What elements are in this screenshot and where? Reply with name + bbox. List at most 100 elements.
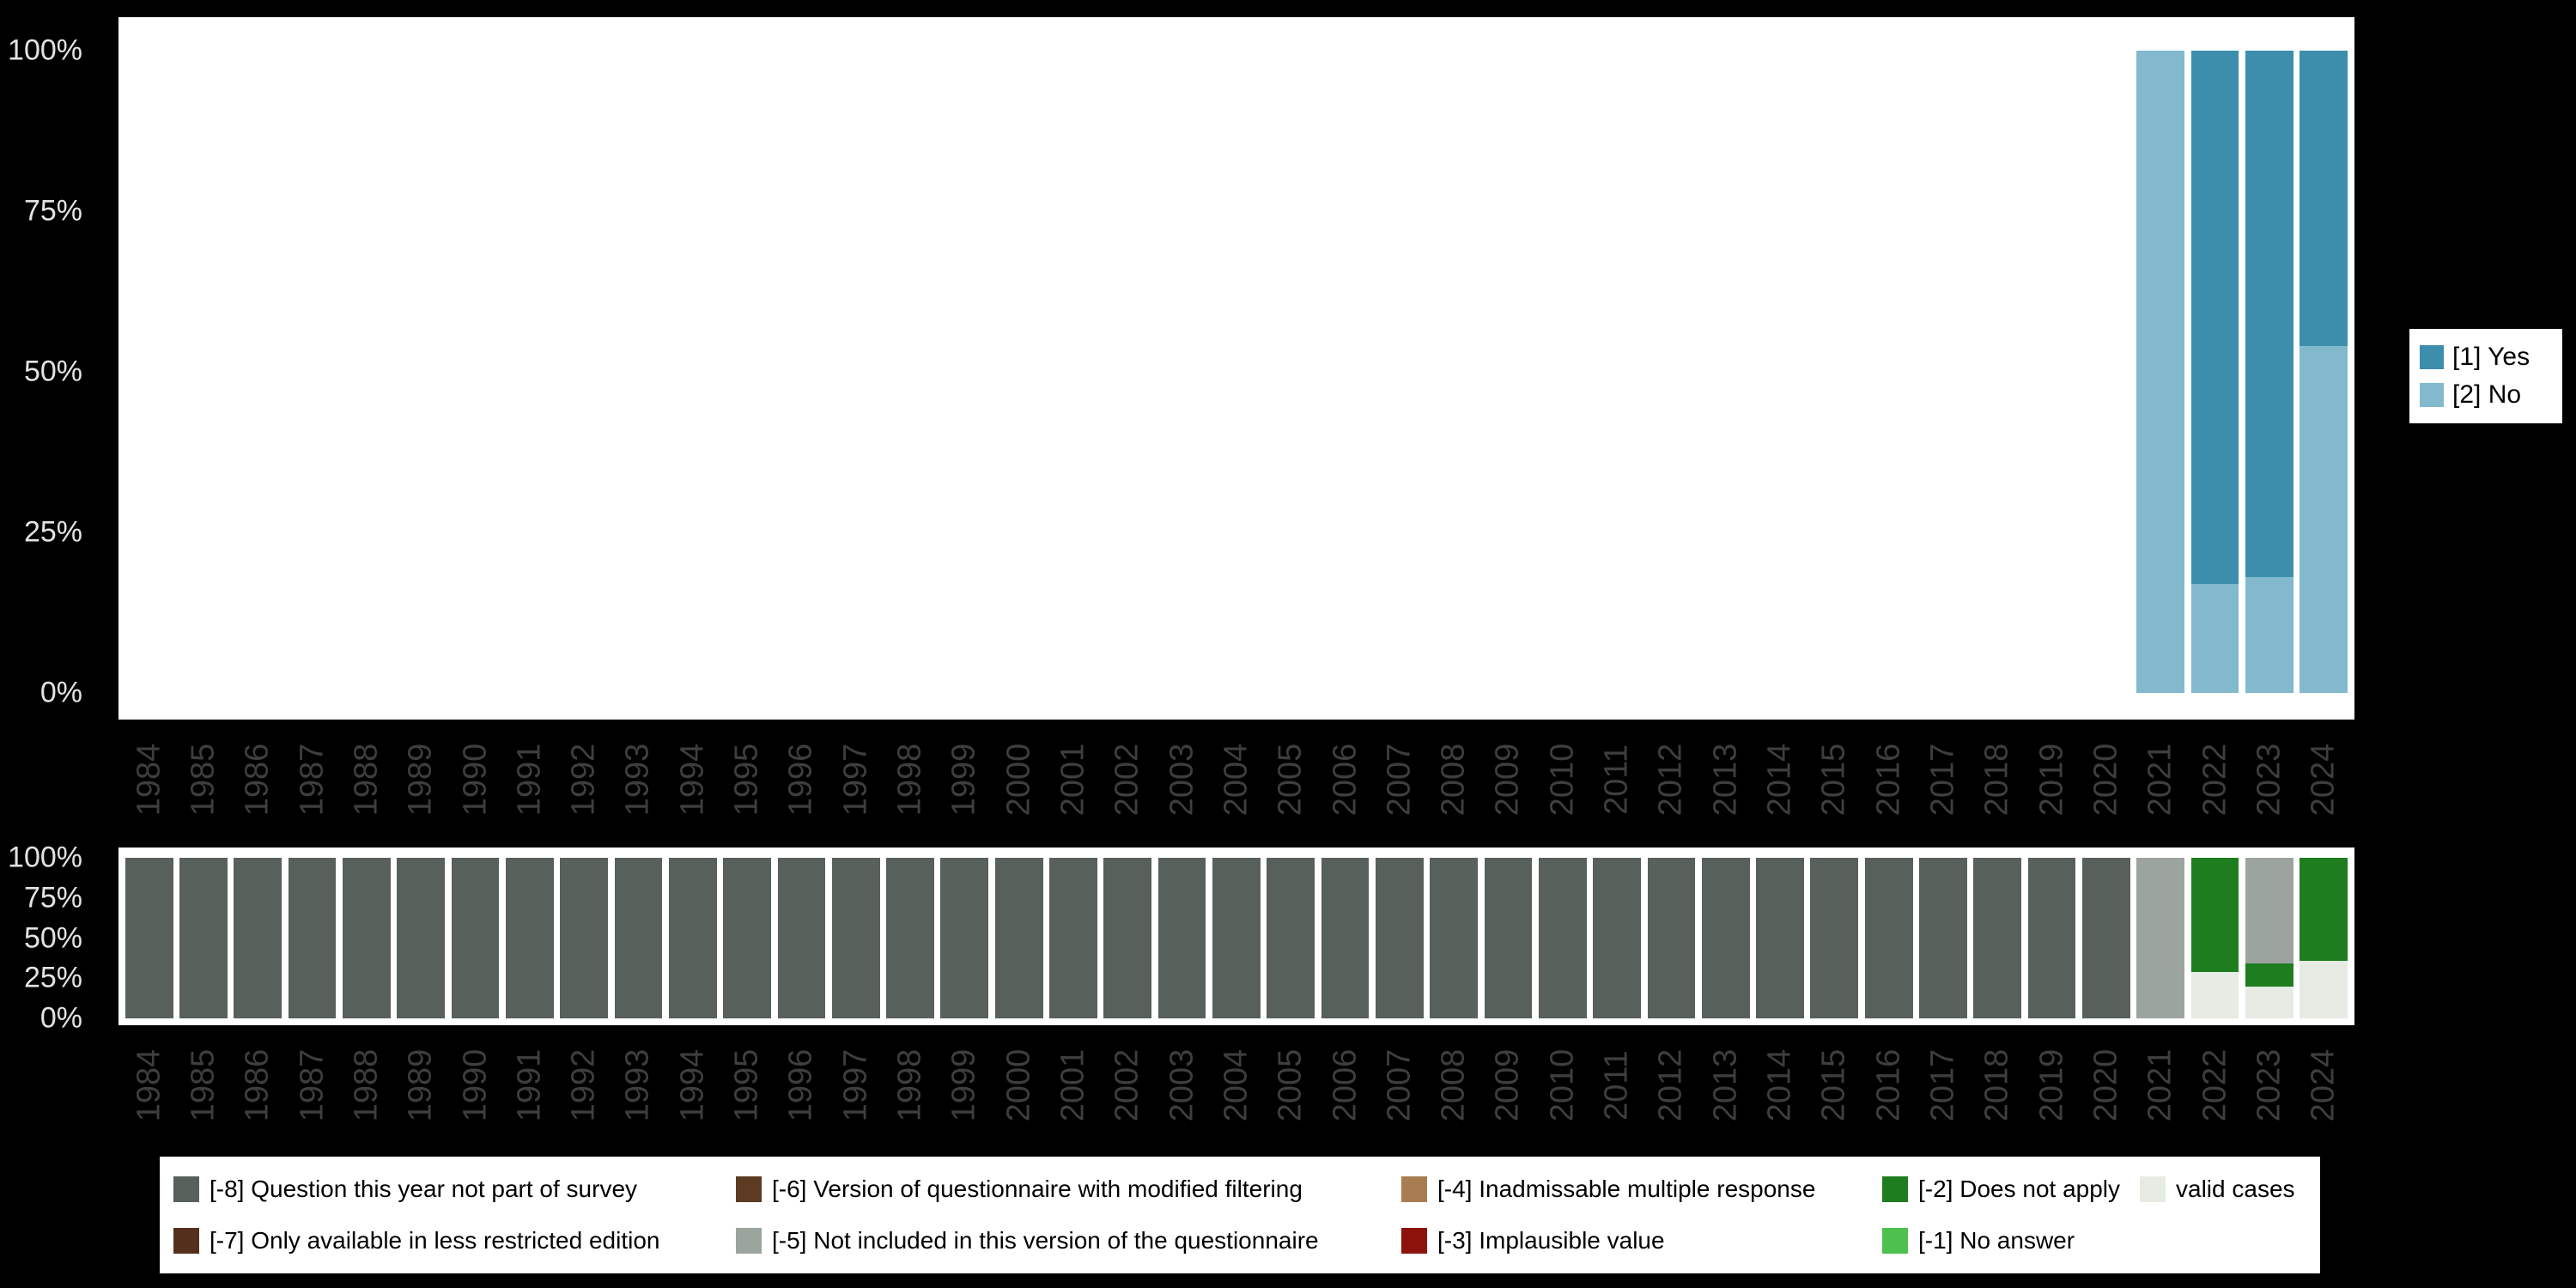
bar-segment-m8 xyxy=(1212,858,1261,1018)
bar-segment-m8 xyxy=(1375,858,1424,1018)
legend-item-m4: [-4] Inadmissable multiple response xyxy=(1401,1163,1882,1215)
x-tick-label: 2010 xyxy=(1544,743,1581,817)
legend-item-valid: valid cases xyxy=(2140,1163,2306,1215)
bottom-chart-x-axis: 1984 1985 1986 1987 1988 1989 1990 1991 1992 1993… xyxy=(122,1030,2351,1159)
bar-slot-1985 xyxy=(176,858,230,1018)
stacked-bar-2005 xyxy=(1267,858,1315,1018)
bar-slot-1996 xyxy=(775,51,829,693)
bar-segment-valid xyxy=(2190,971,2239,1018)
legend-item-m6: [-6] Version of questionnaire with modif… xyxy=(736,1163,1401,1215)
x-tick-label: 1993 xyxy=(619,1048,656,1122)
x-tick-2012: 2012 xyxy=(1644,725,1698,854)
stacked-bar-1985 xyxy=(179,858,228,1018)
x-tick-label: 2019 xyxy=(2033,1048,2070,1122)
stacked-bar-1998 xyxy=(886,858,934,1018)
bar-segment-m8 xyxy=(288,858,337,1018)
x-tick-label: 1989 xyxy=(402,743,439,817)
x-tick-2024: 2024 xyxy=(2297,725,2351,854)
bar-segment-m2 xyxy=(2245,963,2293,987)
stacked-bar-2019 xyxy=(2027,858,2076,1018)
x-tick-2018: 2018 xyxy=(1971,1030,2025,1159)
bar-segment-m8 xyxy=(1321,858,1370,1018)
bar-slot-1998 xyxy=(883,858,937,1018)
stacked-bar-2017 xyxy=(1919,858,1967,1018)
x-tick-label: 1996 xyxy=(782,1048,819,1122)
x-tick-2022: 2022 xyxy=(2188,1030,2242,1159)
legend-item-m2: [-2] Does not apply xyxy=(1882,1163,2140,1215)
x-tick-2018: 2018 xyxy=(1971,725,2025,854)
bar-segment-no xyxy=(2245,577,2293,693)
x-tick-label: 1991 xyxy=(511,743,548,817)
bar-slot-2014 xyxy=(1753,51,1807,693)
x-tick-label: 2014 xyxy=(1761,743,1798,817)
bar-slot-2022 xyxy=(2188,858,2242,1018)
bar-segment-m8 xyxy=(1973,858,2022,1018)
x-tick-label: 2011 xyxy=(1598,1050,1635,1121)
bar-segment-m8 xyxy=(560,858,608,1018)
x-tick-label: 2018 xyxy=(1978,743,2015,817)
legend-item-m1: [-1] No answer xyxy=(1882,1215,2140,1267)
legend-item-m8: [-8] Question this year not part of surv… xyxy=(173,1163,736,1215)
top-chart-legend: [1] Yes [2] No xyxy=(2409,329,2562,423)
bar-slot-1988 xyxy=(339,51,393,693)
bar-segment-m8 xyxy=(1103,858,1152,1018)
x-tick-2011: 2011 xyxy=(1589,725,1643,854)
x-tick-1995: 1995 xyxy=(720,725,774,854)
bar-segment-no xyxy=(2136,51,2185,693)
stacked-bar-2003 xyxy=(1157,858,1206,1018)
bar-slot-1990 xyxy=(448,51,502,693)
bar-segment-valid xyxy=(2300,960,2348,1018)
x-tick-2002: 2002 xyxy=(1101,725,1155,854)
x-tick-2013: 2013 xyxy=(1698,1030,1753,1159)
bar-slot-2015 xyxy=(1807,858,1862,1018)
bar-segment-m8 xyxy=(1049,858,1097,1018)
bar-slot-1993 xyxy=(611,51,665,693)
x-tick-2007: 2007 xyxy=(1372,1030,1426,1159)
x-tick-label: 1992 xyxy=(565,1048,602,1122)
bar-slot-2007 xyxy=(1372,51,1426,693)
x-tick-label: 1998 xyxy=(891,743,928,817)
x-tick-2014: 2014 xyxy=(1753,1030,1807,1159)
bar-slot-1986 xyxy=(231,858,285,1018)
bar-slot-2004 xyxy=(1209,51,1263,693)
stacked-bar-2021 xyxy=(2136,51,2185,693)
x-tick-2021: 2021 xyxy=(2134,1030,2188,1159)
bar-segment-m8 xyxy=(2027,858,2076,1018)
stacked-bar-1997 xyxy=(831,858,880,1018)
y-tick-label: 50% xyxy=(23,921,82,954)
bar-segment-m8 xyxy=(668,858,717,1018)
bar-segment-m8 xyxy=(125,858,173,1018)
bar-slot-2024 xyxy=(2297,858,2351,1018)
stacked-bar-1988 xyxy=(343,858,391,1018)
x-tick-label: 2024 xyxy=(2305,743,2342,817)
bar-segment-m8 xyxy=(1267,858,1315,1018)
x-tick-label: 1995 xyxy=(728,1048,765,1122)
x-tick-label: 1995 xyxy=(728,743,765,817)
y-tick-label: 100% xyxy=(8,33,82,67)
bar-segment-m8 xyxy=(1538,858,1587,1018)
x-tick-label: 2006 xyxy=(1327,743,1364,817)
bar-segment-valid xyxy=(2245,986,2293,1018)
bar-segment-m8 xyxy=(397,858,446,1018)
x-tick-label: 2012 xyxy=(1652,1048,1689,1122)
x-tick-1986: 1986 xyxy=(231,1030,285,1159)
x-tick-1997: 1997 xyxy=(829,1030,883,1159)
stacked-bar-1992 xyxy=(560,858,608,1018)
x-tick-1986: 1986 xyxy=(231,725,285,854)
legend-swatch-m7 xyxy=(173,1228,199,1254)
bar-slot-1988 xyxy=(339,858,393,1018)
bar-segment-m8 xyxy=(614,858,663,1018)
x-tick-label: 2016 xyxy=(1870,743,1907,817)
bar-slot-1987 xyxy=(285,858,339,1018)
legend-column-0: [-8] Question this year not part of surv… xyxy=(173,1163,736,1267)
bar-segment-m8 xyxy=(777,858,826,1018)
stacked-bar-2007 xyxy=(1375,858,1424,1018)
missing-values-legend: [-8] Question this year not part of surv… xyxy=(160,1157,2320,1273)
bar-slot-1984 xyxy=(122,51,176,693)
x-tick-label: 1985 xyxy=(185,1048,222,1122)
x-tick-label: 2017 xyxy=(1924,1048,1961,1122)
x-tick-1991: 1991 xyxy=(502,725,556,854)
x-tick-2016: 2016 xyxy=(1862,1030,1916,1159)
x-tick-label: 1990 xyxy=(457,1048,494,1122)
bar-segment-m8 xyxy=(451,858,500,1018)
